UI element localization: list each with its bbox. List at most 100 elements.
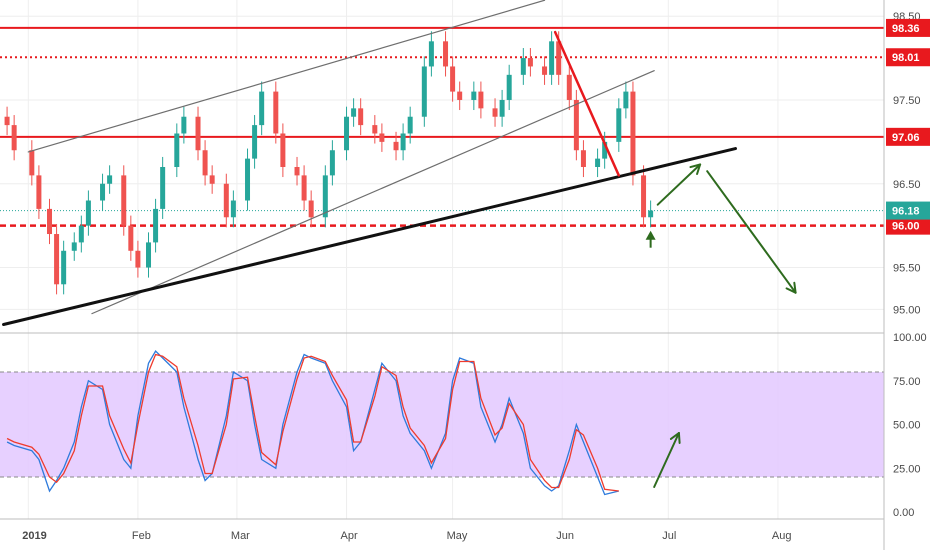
projection-up-arrow-head [696,163,702,176]
candle-body [29,150,35,176]
candle-body [294,167,300,176]
candle-body [209,175,215,184]
candle-body [602,141,608,159]
time-tick: Jun [556,530,574,542]
candle-body [358,108,364,126]
candle-body [230,200,236,218]
candle-body [322,175,328,218]
time-tick: May [447,530,468,542]
candle-body [107,175,113,184]
time-tick: Apr [341,530,358,542]
candle-body [344,116,350,151]
stoch-tick: 100.00 [893,332,927,344]
level-badge-label: 98.01 [892,52,920,64]
level-badge-label: 96.00 [892,221,920,233]
channel-lower-line [91,70,655,315]
candle-body [573,99,579,151]
candle-body [542,66,548,75]
last-price-badge: 96.18 [886,201,930,220]
candle-body [160,167,166,209]
level-badge: 98.01 [886,48,930,67]
price-tick: 95.50 [893,263,921,275]
candle-body [400,133,406,151]
candle-body [527,58,533,67]
candle-body [478,91,484,109]
stochastic-axis: 100.00 75.00 50.00 25.00 0.00 [893,332,927,519]
candle-body [443,41,449,67]
level-badges: 98.36 98.01 97.06 96.00 96.18 [886,18,930,235]
candle-body [379,133,385,142]
time-axis: 2019 Feb Mar Apr May Jun Jul Aug [22,530,791,542]
candle-body [421,66,427,117]
projection-up-arrow-head [689,163,702,169]
candle-body [623,91,629,109]
projection-down-arrow-head [785,287,797,294]
candle-body [450,66,456,92]
level-badge: 97.06 [886,127,930,146]
candle-body [616,108,622,142]
level-badge: 98.36 [886,18,930,37]
candle-body [556,41,562,75]
candle-body [128,225,134,251]
last-price-label: 96.18 [892,206,920,218]
candle-body [457,91,463,100]
candle-body [273,91,279,134]
candle-body [648,210,654,218]
price-tick: 97.50 [893,95,921,107]
candle-body [4,116,10,126]
candle-body [428,41,434,67]
candle-body [181,116,187,134]
candle-body [549,41,555,75]
candle-body [85,200,91,226]
time-tick: Mar [231,530,250,542]
candle-body [135,250,141,268]
candle-body [195,116,201,151]
stoch-tick: 0.00 [893,507,914,519]
candle-body [372,125,378,134]
candle-body [506,74,512,100]
candle-body [630,91,636,176]
trend-support-line [2,147,737,327]
candle-body [393,141,399,151]
descending-red-line [553,30,621,177]
projection-down-arrow [706,170,797,294]
candle-body [641,175,647,218]
stochastic-line-k [6,349,619,496]
candle-body [301,175,307,201]
candle-body [259,91,265,126]
candle-body [47,208,53,235]
stoch-up-arrow-head [669,432,680,440]
projection-up-arrow [656,163,702,206]
stoch-tick: 50.00 [893,420,921,432]
candle-body [280,133,286,167]
candle-body [100,183,106,201]
stoch-up-arrow [653,432,680,488]
level-lines [0,26,884,227]
candle-body [245,158,251,201]
stochastic-lines [6,349,619,496]
price-tick: 96.50 [893,179,921,191]
candle-body [595,158,601,167]
candle-body [61,250,67,285]
candle-body [174,133,180,167]
candle-body [11,125,17,151]
candle-body [78,225,84,243]
candle-body [492,108,498,117]
projection-down-arrow-head [793,281,797,294]
candle-body [252,125,258,159]
level-badge-label: 98.36 [892,23,920,35]
candle-body [566,74,572,100]
candle-body [121,175,127,226]
stochastic-line-d [6,353,619,492]
candle-body [499,99,505,117]
time-tick: Jul [662,530,676,542]
candle-body [407,116,413,134]
price-tick: 95.00 [893,304,921,316]
candle-body [520,58,526,75]
time-tick: Feb [132,530,151,542]
time-tick: Aug [772,530,792,542]
level-badge-label: 97.06 [892,132,920,144]
candle-body [71,242,77,251]
